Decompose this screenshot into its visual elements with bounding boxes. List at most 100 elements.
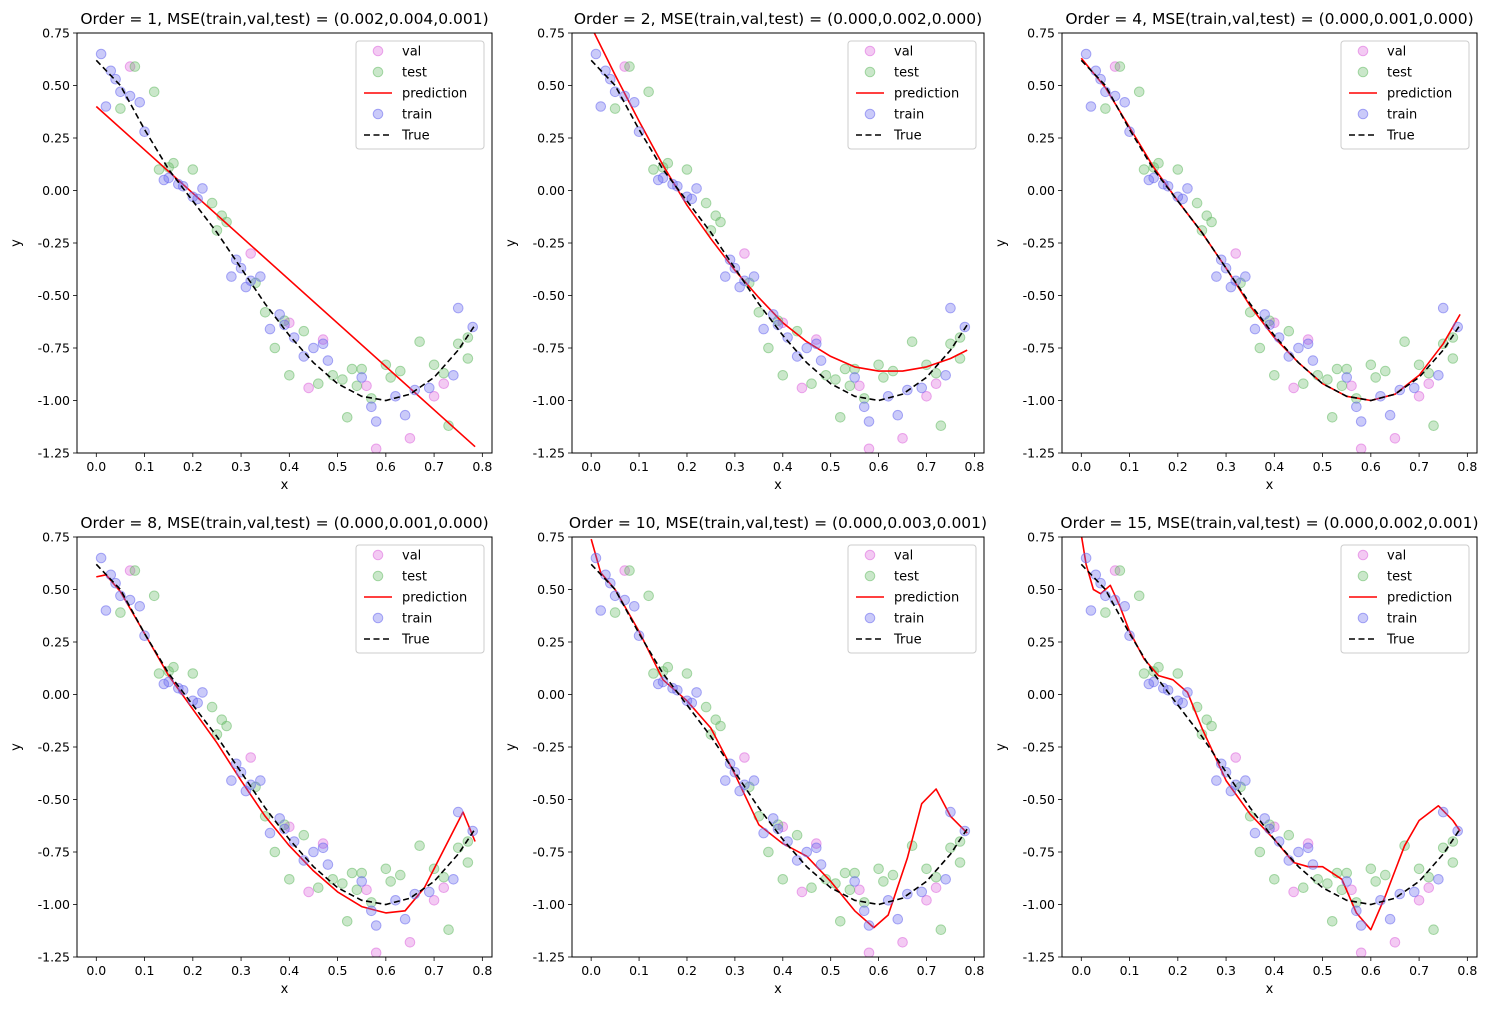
train-point bbox=[399, 409, 411, 421]
test-point bbox=[1191, 197, 1203, 209]
x-tick-label: 0.1 bbox=[1120, 459, 1140, 474]
test-point bbox=[1244, 811, 1256, 822]
legend-swatch-train bbox=[372, 108, 384, 120]
train-point bbox=[139, 630, 150, 642]
legend-swatch-train bbox=[864, 612, 876, 624]
test-point bbox=[1206, 720, 1217, 732]
legend-label-prediction: prediction bbox=[894, 87, 959, 102]
x-tick-label: 0.5 bbox=[1313, 963, 1333, 978]
train-point bbox=[1452, 321, 1463, 333]
test-point bbox=[648, 668, 659, 679]
train-point bbox=[1437, 806, 1449, 818]
x-tick-label: 0.1 bbox=[1120, 963, 1140, 978]
plot-area bbox=[1080, 537, 1463, 957]
train-point bbox=[863, 416, 875, 427]
train-point bbox=[849, 372, 860, 383]
test-point bbox=[298, 325, 310, 337]
val-point bbox=[1355, 443, 1367, 453]
test-point bbox=[346, 363, 358, 375]
test-point bbox=[839, 867, 851, 879]
train-point bbox=[1109, 594, 1121, 606]
train-point bbox=[1408, 886, 1420, 898]
train-point bbox=[1119, 601, 1131, 612]
val-point bbox=[404, 433, 416, 444]
train-point bbox=[628, 601, 640, 612]
train-point bbox=[782, 836, 793, 847]
test-point bbox=[820, 370, 832, 381]
x-tick-label: 0.5 bbox=[328, 459, 348, 474]
train-point bbox=[892, 913, 904, 925]
val-point bbox=[930, 378, 942, 390]
test-point bbox=[954, 857, 966, 868]
train-point bbox=[452, 302, 464, 314]
series-val bbox=[619, 565, 942, 957]
legend-label-true: True bbox=[1386, 633, 1415, 648]
train-point bbox=[767, 813, 779, 824]
train-point bbox=[945, 806, 956, 818]
test-point bbox=[1100, 607, 1111, 618]
train-point bbox=[1211, 775, 1222, 786]
train-point bbox=[95, 48, 107, 60]
x-tick-label: 0.7 bbox=[424, 459, 444, 474]
test-point bbox=[153, 668, 165, 679]
y-tick-label: -0.50 bbox=[1023, 792, 1055, 807]
test-point bbox=[1100, 103, 1111, 114]
val-point bbox=[1389, 937, 1401, 948]
train-point bbox=[1249, 323, 1261, 335]
plot-area bbox=[1080, 48, 1463, 453]
train-point bbox=[110, 577, 121, 589]
test-point bbox=[681, 164, 693, 175]
train-point bbox=[595, 101, 607, 112]
test-point bbox=[443, 924, 454, 936]
y-tick-label: 0.25 bbox=[537, 635, 565, 650]
legend-swatch-train bbox=[864, 108, 876, 120]
test-point bbox=[1114, 61, 1126, 72]
train-point bbox=[1433, 874, 1444, 885]
legend-label-true: True bbox=[401, 633, 430, 648]
train-point bbox=[595, 605, 607, 616]
test-point bbox=[624, 565, 635, 576]
x-tick-label: 0.2 bbox=[183, 459, 203, 474]
y-tick-label: -0.75 bbox=[533, 341, 565, 356]
legend-label-prediction: prediction bbox=[1387, 591, 1452, 606]
legend-box bbox=[1340, 544, 1470, 654]
test-point bbox=[168, 661, 179, 673]
test-point bbox=[609, 607, 621, 618]
val-point bbox=[428, 895, 440, 906]
x-tick-label: 0.0 bbox=[86, 459, 106, 474]
val-point bbox=[796, 886, 808, 898]
x-tick-label: 0.7 bbox=[917, 459, 937, 474]
test-point bbox=[1428, 924, 1439, 936]
test-point bbox=[834, 412, 846, 423]
test-point bbox=[341, 916, 353, 927]
y-tick-label: -0.50 bbox=[533, 792, 565, 807]
y-tick-label: -1.00 bbox=[38, 897, 70, 912]
test-point bbox=[1423, 871, 1435, 883]
test-point bbox=[1138, 164, 1150, 175]
y-tick-label: -1.00 bbox=[533, 393, 565, 408]
x-tick-label: 0.8 bbox=[472, 459, 492, 474]
test-point bbox=[1447, 857, 1459, 868]
subplot-order-4: Order = 4, MSE(train,val,test) = (0.000,… bbox=[994, 10, 1478, 493]
train-point bbox=[110, 73, 121, 85]
train-point bbox=[356, 372, 368, 383]
test-point bbox=[930, 367, 942, 379]
y-tick-label: -0.50 bbox=[38, 792, 70, 807]
val-point bbox=[438, 378, 450, 390]
x-tick-label: 0.7 bbox=[424, 963, 444, 978]
test-point bbox=[1341, 363, 1353, 375]
val-point bbox=[1355, 947, 1367, 957]
test-point bbox=[849, 867, 860, 879]
test-point bbox=[715, 720, 726, 732]
val-point bbox=[428, 391, 440, 402]
y-tick-label: -1.00 bbox=[1023, 897, 1055, 912]
test-point bbox=[1322, 374, 1333, 385]
train-point bbox=[1148, 676, 1159, 688]
test-point bbox=[337, 374, 348, 385]
x-tick-label: 0.6 bbox=[1361, 963, 1381, 978]
x-tick-label: 0.3 bbox=[231, 459, 251, 474]
train-point bbox=[590, 48, 602, 60]
test-point bbox=[462, 353, 474, 364]
train-point bbox=[1230, 275, 1242, 287]
x-tick-label: 0.4 bbox=[1264, 459, 1284, 474]
